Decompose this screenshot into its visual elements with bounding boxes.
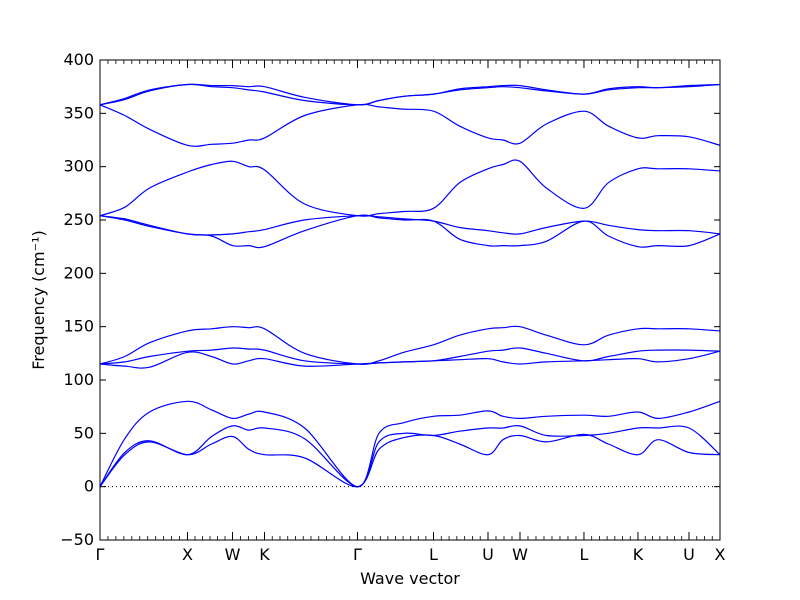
- x-tick-label: X: [715, 545, 726, 564]
- y-tick-label: 300: [63, 157, 94, 176]
- band-line-9: [99, 159, 721, 217]
- band-line-12: [99, 83, 721, 106]
- plot-frame: [99, 59, 721, 541]
- y-tick-label: 100: [63, 370, 94, 389]
- y-tick-label: 0: [84, 477, 94, 496]
- band-lines: [99, 83, 721, 488]
- x-tick-label: L: [429, 545, 438, 564]
- band-line-3: [99, 400, 721, 488]
- x-axis-label: Wave vector: [360, 569, 460, 588]
- x-tick-label: K: [633, 545, 644, 564]
- x-tick-label: L: [580, 545, 589, 564]
- band-line-8: [99, 214, 721, 236]
- band-line-4: [99, 350, 721, 369]
- band-line-2: [99, 425, 721, 488]
- y-tick-label: 50: [74, 423, 94, 442]
- x-tick-label: Γ: [96, 545, 105, 564]
- y-tick-label: −50: [60, 530, 94, 549]
- x-tick-label: W: [225, 545, 241, 564]
- band-line-5: [99, 347, 721, 365]
- x-tick-label: K: [259, 545, 270, 564]
- y-tick-label: 250: [63, 210, 94, 229]
- minor-ticks: [107, 60, 713, 540]
- y-tick-label: 150: [63, 317, 94, 336]
- x-tick-label: U: [482, 545, 494, 564]
- y-axis-ticks: −50 0 50 100 150 200 250 300 350 400: [60, 50, 720, 549]
- y-tick-label: 400: [63, 50, 94, 69]
- band-line-1: [99, 433, 721, 488]
- y-tick-label: 350: [63, 103, 94, 122]
- band-line-6: [99, 325, 721, 365]
- x-tick-label: Γ: [353, 545, 362, 564]
- x-tick-label: W: [512, 545, 528, 564]
- y-axis-label: Frequency (cm⁻¹): [29, 230, 48, 369]
- band-line-10: [99, 103, 721, 147]
- x-tick-label: X: [182, 545, 193, 564]
- y-tick-label: 200: [63, 263, 94, 282]
- x-tick-label: U: [683, 545, 695, 564]
- band-line-7: [99, 214, 721, 249]
